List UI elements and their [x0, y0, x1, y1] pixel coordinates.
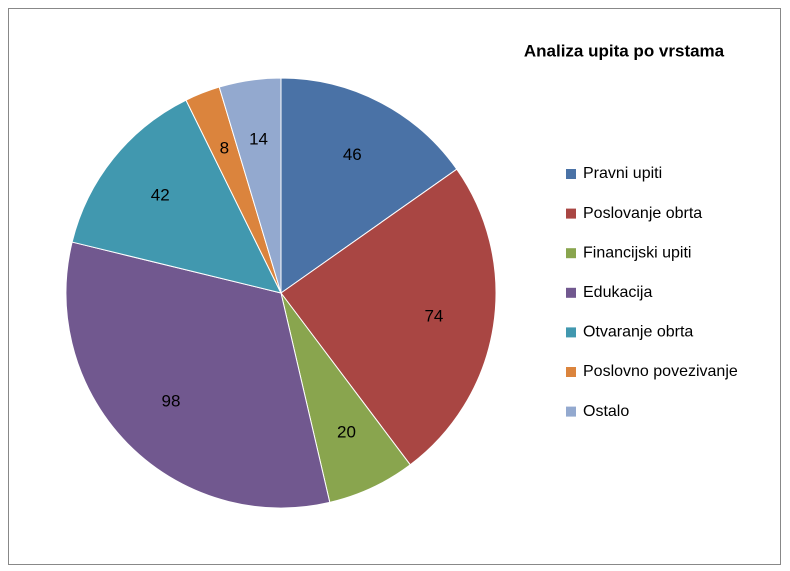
legend-swatch: [566, 327, 576, 338]
legend-label: Ostalo: [583, 403, 629, 420]
legend-swatch: [566, 208, 576, 219]
pie-slice: [65, 241, 331, 509]
chart-title: Analiza upita po vrstama: [524, 41, 725, 60]
data-label: 14: [249, 129, 268, 148]
data-label: 46: [343, 145, 362, 164]
legend-label: Otvaranje obrta: [583, 324, 693, 341]
pie-slice: [280, 168, 497, 466]
legend-swatch: [566, 367, 576, 377]
legend-swatch: [566, 406, 576, 417]
legend-label: Financijski upiti: [583, 244, 691, 261]
legend-label: Poslovno povezivanje: [583, 363, 738, 380]
legend-label: Poslovanje obrta: [583, 205, 702, 222]
legend-swatch: [566, 169, 576, 179]
pie-slice: [280, 77, 458, 294]
data-label: 20: [337, 423, 356, 442]
legend-label: Edukacija: [583, 284, 652, 301]
data-label: 8: [220, 138, 229, 157]
pie-slice: [71, 99, 282, 294]
data-label: 74: [424, 307, 443, 326]
data-label: 98: [162, 391, 181, 410]
pie-slice: [218, 77, 282, 294]
legend-swatch: [566, 248, 576, 259]
legend-swatch: [566, 287, 576, 298]
data-label: 42: [151, 186, 170, 205]
legend-label: Pravni upiti: [583, 165, 662, 182]
